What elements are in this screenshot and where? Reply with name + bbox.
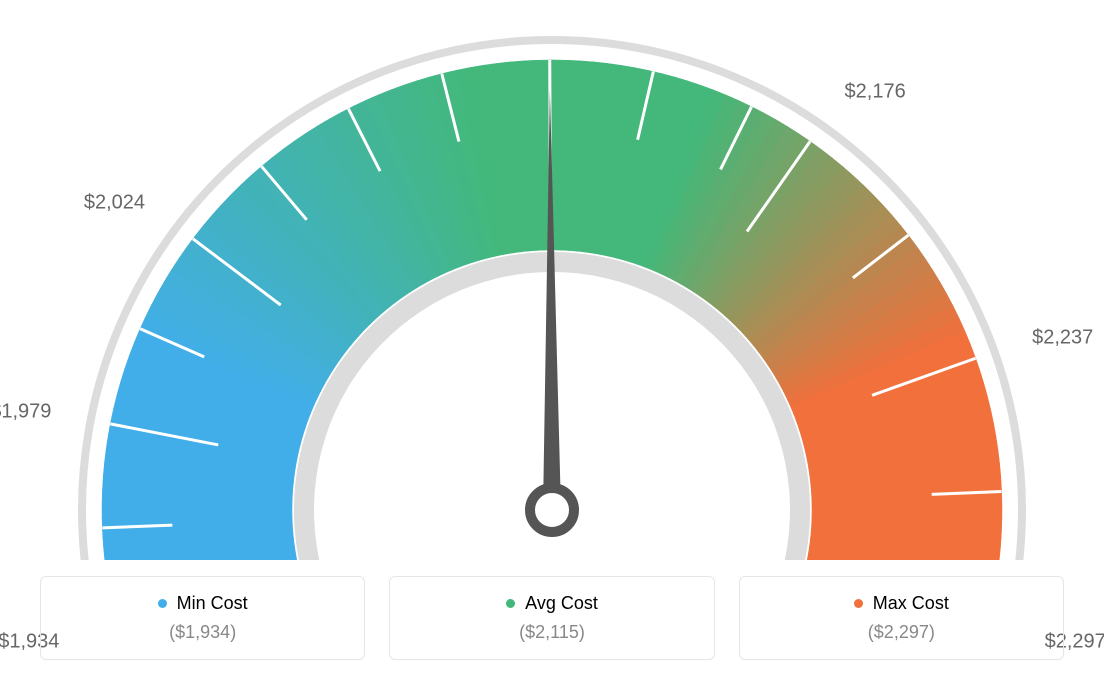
legend-max-title: Max Cost <box>854 593 949 614</box>
gauge-tick-label: $2,237 <box>1032 326 1093 349</box>
legend-avg-box: Avg Cost ($2,115) <box>389 576 714 660</box>
gauge-tick-label: $2,176 <box>845 81 906 104</box>
legend-avg-value: ($2,115) <box>400 622 703 643</box>
legend-min-title: Min Cost <box>158 593 248 614</box>
dot-icon <box>158 599 167 608</box>
legend-min-box: Min Cost ($1,934) <box>40 576 365 660</box>
dot-icon <box>854 599 863 608</box>
legend-max-label: Max Cost <box>873 593 949 614</box>
legend-min-label: Min Cost <box>177 593 248 614</box>
legend-min-value: ($1,934) <box>51 622 354 643</box>
legend-max-box: Max Cost ($2,297) <box>739 576 1064 660</box>
gauge-tick-label: $1,979 <box>0 401 51 424</box>
cost-gauge-chart: $1,934$1,979$2,024$2,115$2,176$2,237$2,2… <box>0 0 1104 560</box>
legend-max-value: ($2,297) <box>750 622 1053 643</box>
gauge-svg <box>0 0 1104 560</box>
legend-avg-label: Avg Cost <box>525 593 598 614</box>
legend-avg-title: Avg Cost <box>506 593 598 614</box>
gauge-tick-label: $2,024 <box>84 191 145 214</box>
dot-icon <box>506 599 515 608</box>
legend-row: Min Cost ($1,934) Avg Cost ($2,115) Max … <box>40 576 1064 660</box>
